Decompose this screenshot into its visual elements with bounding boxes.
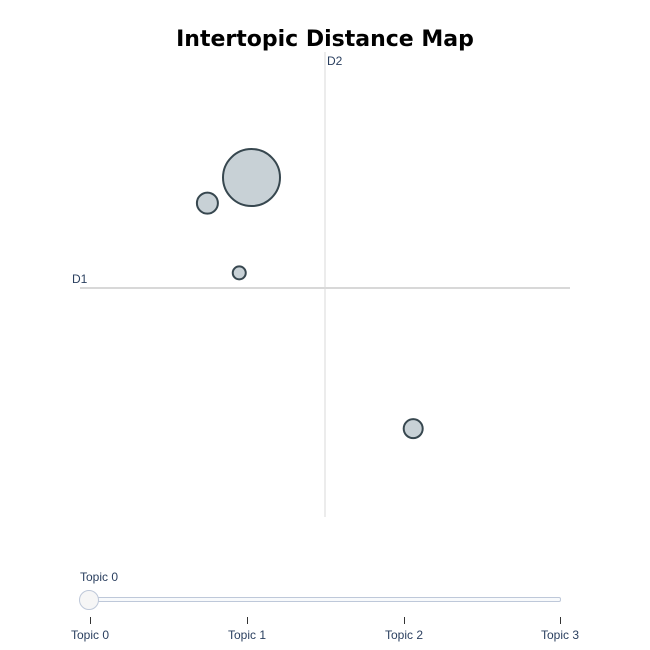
slider-step-label[interactable]: Topic 2: [384, 628, 424, 642]
topic-marker[interactable]: [402, 418, 424, 440]
topic-marker[interactable]: [222, 148, 281, 208]
slider-step-label[interactable]: Topic 3: [540, 628, 580, 642]
topic-marker[interactable]: [195, 191, 219, 215]
topic-slider[interactable]: Topic 0 Topic 0 Topic 1 Topic 2 Topic 3: [0, 560, 650, 650]
y-axis-label: D2: [327, 54, 343, 68]
slider-current-value: Topic 0: [80, 570, 119, 584]
slider-tick: [247, 617, 248, 624]
scatter-plot: D1 D2: [72, 52, 570, 517]
topic-markers: [195, 148, 424, 440]
chart-title: Intertopic Distance Map: [176, 27, 474, 52]
slider-handle[interactable]: [79, 590, 99, 610]
slider-rail[interactable]: [80, 597, 561, 602]
slider-tick: [404, 617, 405, 624]
slider-step-label[interactable]: Topic 0: [70, 628, 110, 642]
slider-step-label[interactable]: Topic 1: [227, 628, 267, 642]
slider-tick: [560, 617, 561, 624]
topic-marker[interactable]: [231, 265, 247, 281]
x-axis-label: D1: [72, 272, 88, 286]
slider-tick: [90, 617, 91, 624]
